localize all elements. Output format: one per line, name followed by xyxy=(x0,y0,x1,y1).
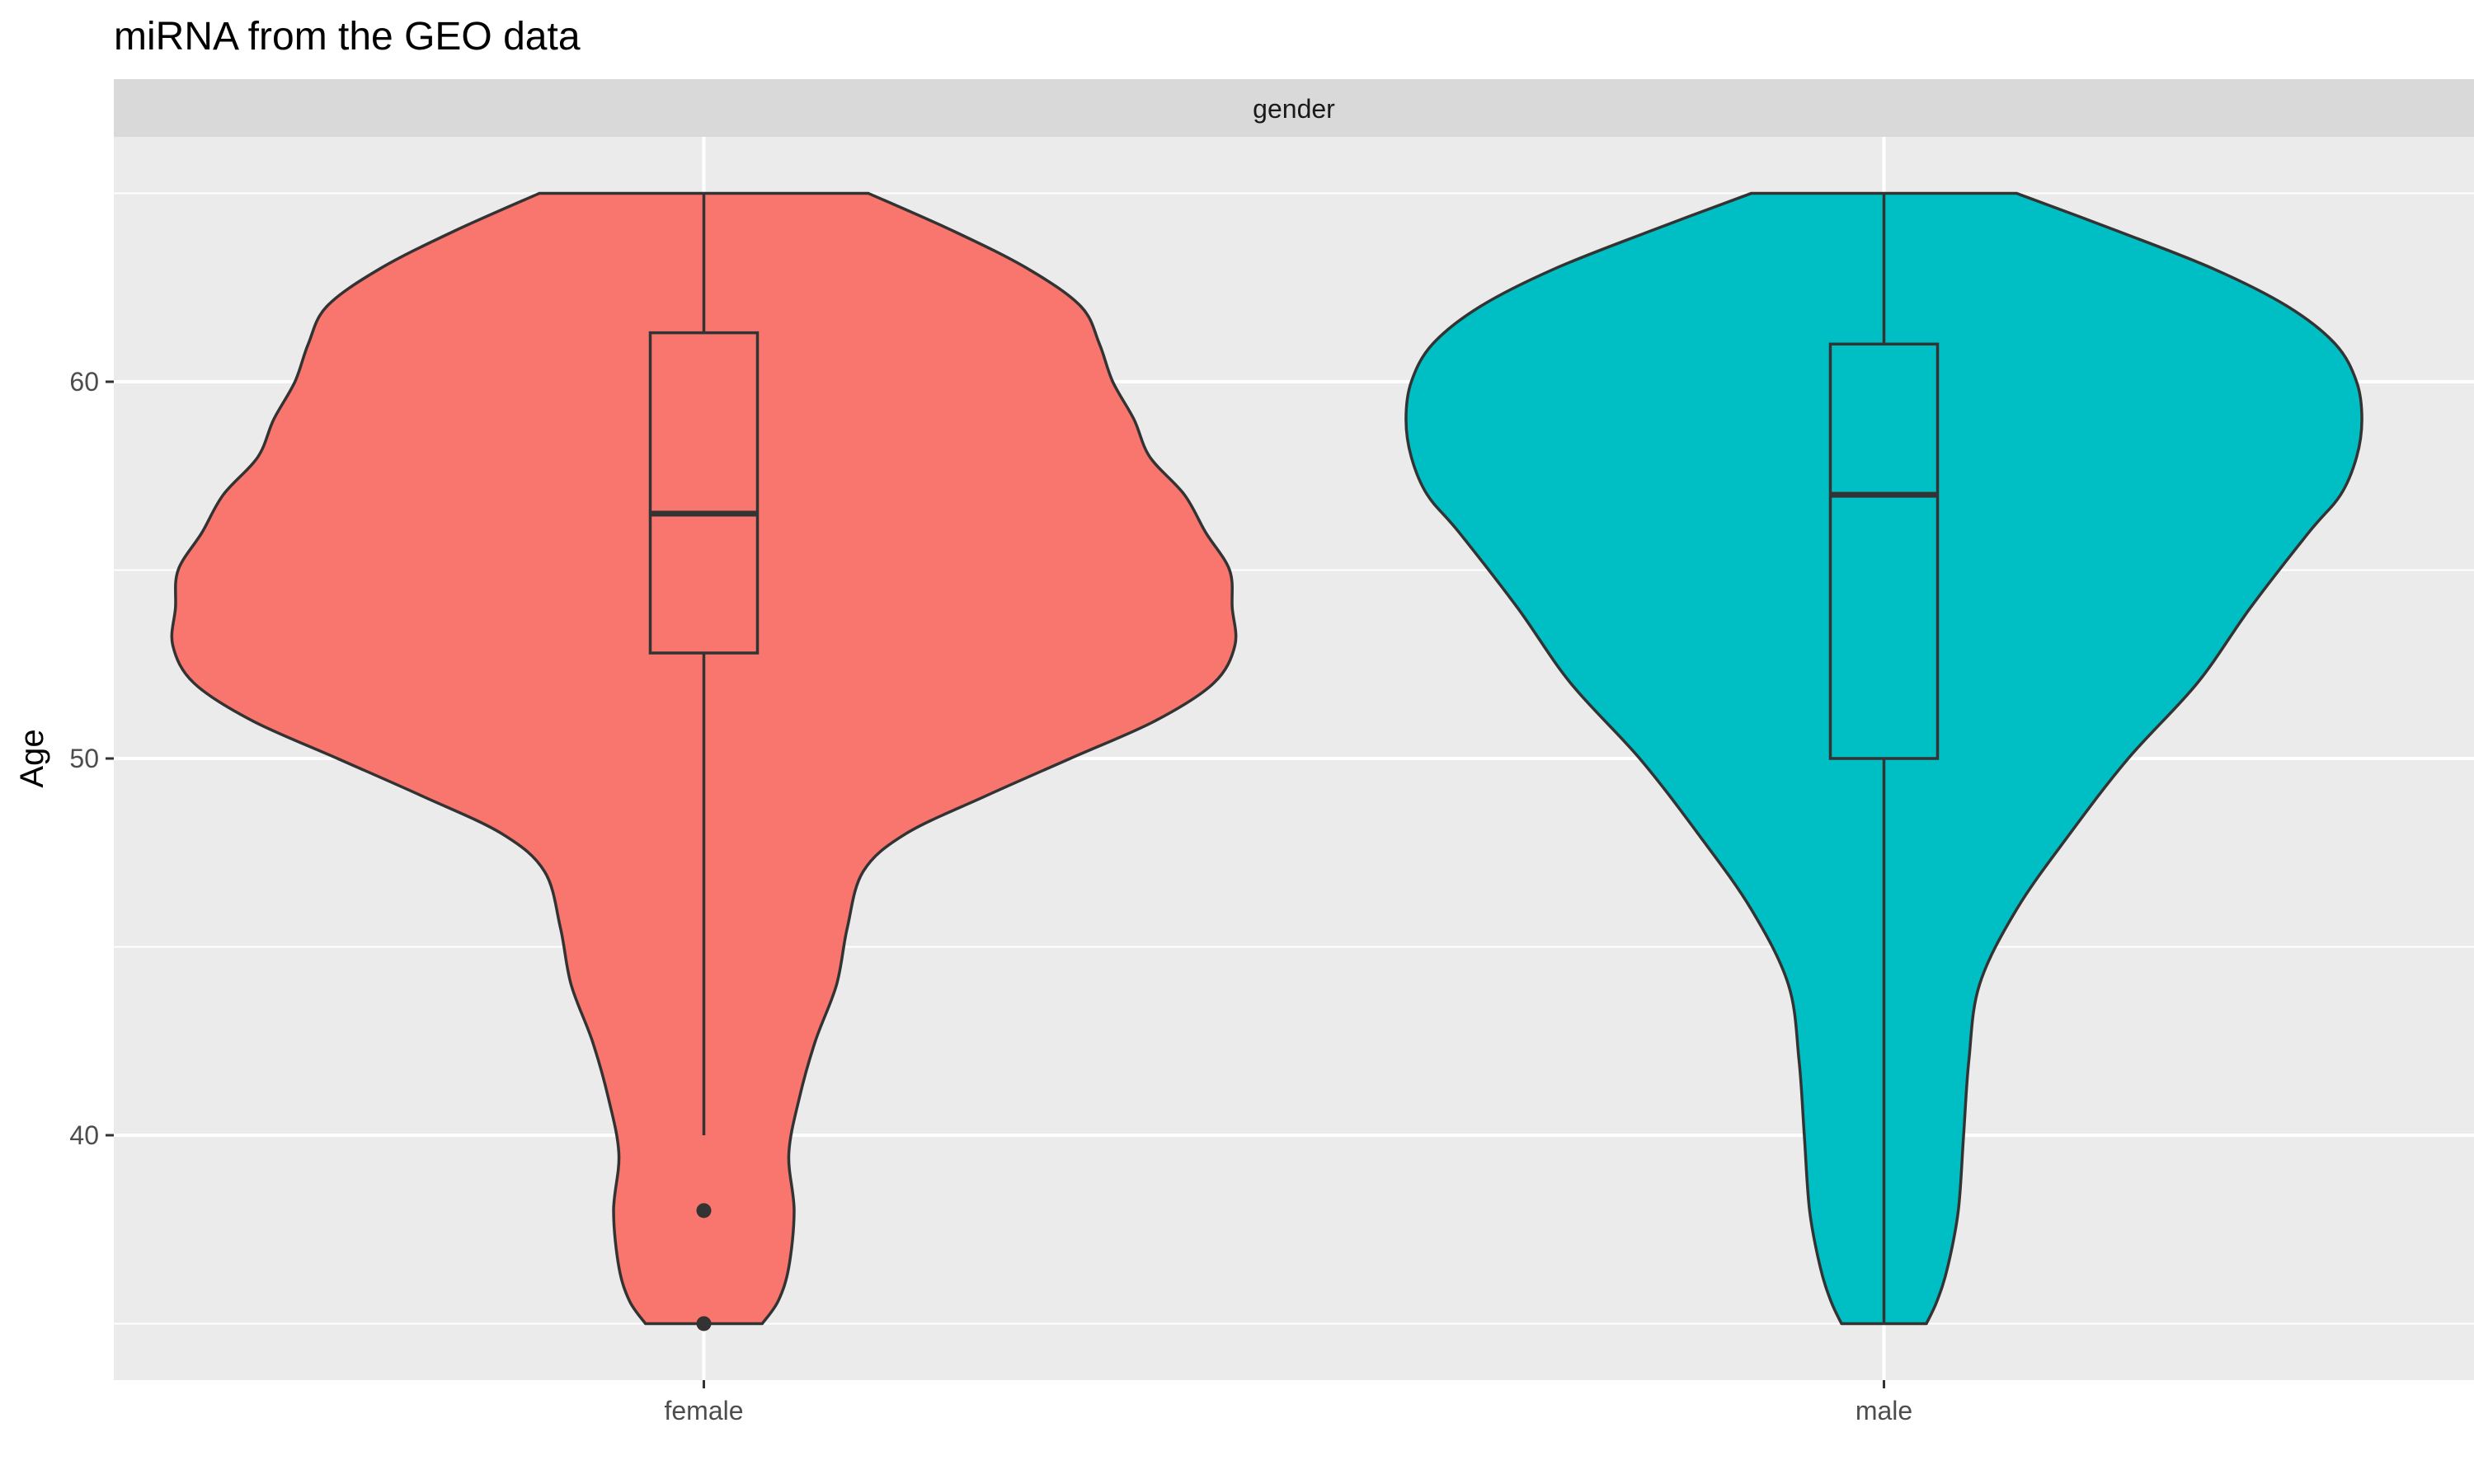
outlier-point-female xyxy=(696,1316,712,1331)
boxplots xyxy=(648,193,1940,1331)
facet-strip-label: gender xyxy=(1253,94,1335,124)
y-tick-label: 60 xyxy=(69,367,99,397)
box-female xyxy=(648,331,760,655)
y-tick-label: 50 xyxy=(69,744,99,773)
x-tick-label: male xyxy=(1856,1396,1912,1425)
chart-title: miRNA from the GEO data xyxy=(114,15,581,59)
x-tick-label: female xyxy=(664,1396,743,1425)
box-male xyxy=(1828,342,1940,760)
axes: 40 50 60 female male xyxy=(69,367,1912,1425)
y-axis-title: Age xyxy=(14,729,50,787)
facet-strip xyxy=(114,79,2474,137)
y-tick-label: 40 xyxy=(69,1120,99,1150)
outlier-point-female xyxy=(696,1203,712,1219)
